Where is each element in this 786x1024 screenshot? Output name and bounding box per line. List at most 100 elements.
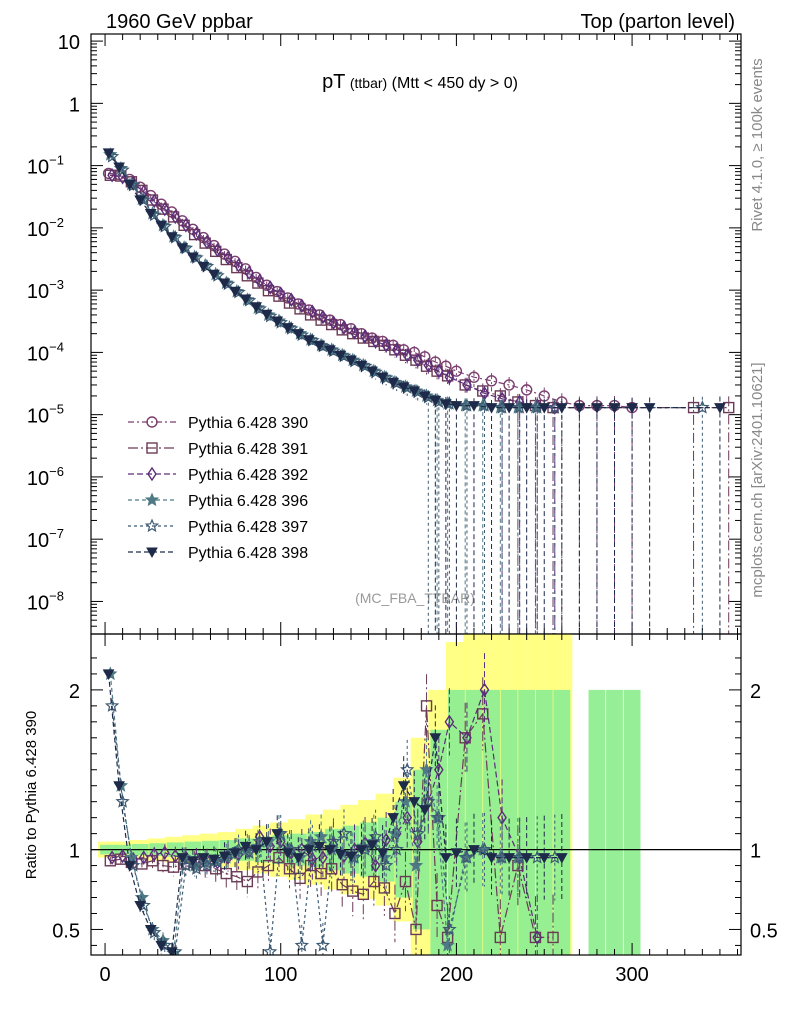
legend-marker	[146, 547, 158, 559]
legend-label: Pythia 6.428 398	[188, 545, 308, 562]
data-point	[423, 358, 434, 373]
ratio-point	[368, 875, 380, 888]
data-point	[355, 360, 368, 372]
ratio-point	[117, 848, 128, 864]
ratio-point	[368, 829, 383, 843]
data-point	[555, 403, 568, 414]
data-point	[176, 243, 189, 254]
data-point	[271, 316, 284, 327]
ratio-point	[134, 900, 147, 912]
data-point	[202, 234, 212, 250]
y-tick-label: 10−6	[27, 464, 64, 490]
ratio-point	[477, 842, 492, 856]
ratio-y-tick-label-right: 2	[750, 681, 761, 703]
data-point	[714, 403, 726, 414]
data-point	[260, 309, 273, 321]
data-point	[159, 201, 170, 217]
y-tick-label: 10−1	[27, 153, 64, 179]
data-point	[134, 195, 147, 207]
data-point	[387, 377, 400, 389]
y-tick-label: 10−3	[27, 277, 64, 303]
ratio-line	[108, 673, 562, 953]
data-point	[408, 386, 421, 398]
ratio-point	[165, 947, 178, 955]
ratio-point	[144, 924, 157, 936]
legend-marker	[147, 466, 157, 482]
data-point	[296, 298, 307, 314]
legend-label: Pythia 6.428 391	[188, 441, 308, 458]
data-point	[468, 401, 480, 412]
data-point	[265, 280, 276, 295]
ratio-point	[532, 930, 543, 945]
ratio-point	[440, 937, 455, 952]
ratio-point	[389, 907, 401, 920]
data-point	[254, 273, 265, 289]
watermark-label: (MC_FBA_TTBAR)	[355, 590, 475, 606]
ratio-point	[555, 853, 568, 864]
band-green-segment	[606, 689, 623, 955]
ratio-point	[155, 940, 168, 952]
data-point	[155, 220, 168, 232]
ratio-y-tick-label-right: 0.5	[750, 920, 778, 942]
y-tick-label-base: 10	[27, 530, 49, 552]
ratio-point	[503, 853, 515, 864]
ratio-point	[273, 851, 285, 864]
ratio-frame	[90, 633, 742, 956]
ratio-point	[429, 733, 442, 744]
series-line	[110, 174, 729, 409]
ratio-point	[208, 854, 220, 866]
legend: Pythia 6.428 390 Pythia 6.428 391 Pythia 6…	[128, 415, 308, 562]
data-point	[318, 309, 328, 325]
ratio-point	[450, 848, 463, 859]
ratio-point	[431, 810, 446, 824]
ratio-point	[315, 937, 331, 952]
ratio-series-pythia-6.428-398	[102, 669, 568, 955]
y-tick-label-base: 10	[27, 281, 49, 303]
y-tick-label-base: 10	[27, 406, 49, 428]
data-point	[102, 148, 115, 159]
data-point	[223, 250, 233, 266]
ratio-point	[176, 853, 189, 864]
ratio-point	[252, 866, 264, 878]
y-tick-label: 1	[69, 94, 80, 116]
data-point	[370, 334, 381, 349]
ratio-point	[107, 850, 117, 865]
x-tick-label: 300	[615, 964, 648, 986]
data-point	[376, 372, 389, 384]
ratio-point	[187, 856, 199, 867]
ratio-point	[485, 853, 498, 864]
data-point	[418, 391, 431, 402]
legend-label: Pythia 6.428 396	[188, 493, 308, 510]
data-point	[608, 403, 621, 414]
series-line	[111, 174, 555, 409]
series-line	[109, 154, 536, 409]
ratio-point	[336, 879, 348, 891]
data-point	[218, 278, 231, 290]
ratio-point	[318, 850, 328, 865]
ratio-point	[123, 861, 136, 872]
ratio-point	[102, 669, 115, 680]
data-point	[144, 209, 157, 220]
series-pythia-6.428-390	[102, 167, 638, 634]
ratio-point	[538, 853, 551, 864]
ratio-point	[239, 841, 252, 853]
y-tick-label-base: 10	[27, 468, 49, 490]
plot-title-cond: (Mtt < 450 dy > 0)	[392, 75, 518, 92]
ratio-point	[462, 730, 472, 746]
data-point	[191, 226, 202, 242]
data-point	[239, 294, 252, 306]
data-point	[107, 167, 117, 183]
data-point	[307, 304, 318, 319]
data-point	[233, 258, 244, 273]
data-point	[117, 170, 128, 185]
data-point	[695, 400, 710, 414]
ratio-point	[442, 921, 457, 936]
ratio-point	[366, 840, 378, 851]
legend-label: Pythia 6.428 392	[188, 467, 308, 484]
ratio-point	[294, 937, 309, 952]
plot-title-main: pT	[322, 71, 345, 93]
data-point	[366, 366, 378, 378]
data-point	[397, 382, 410, 393]
ratio-point	[189, 861, 204, 875]
